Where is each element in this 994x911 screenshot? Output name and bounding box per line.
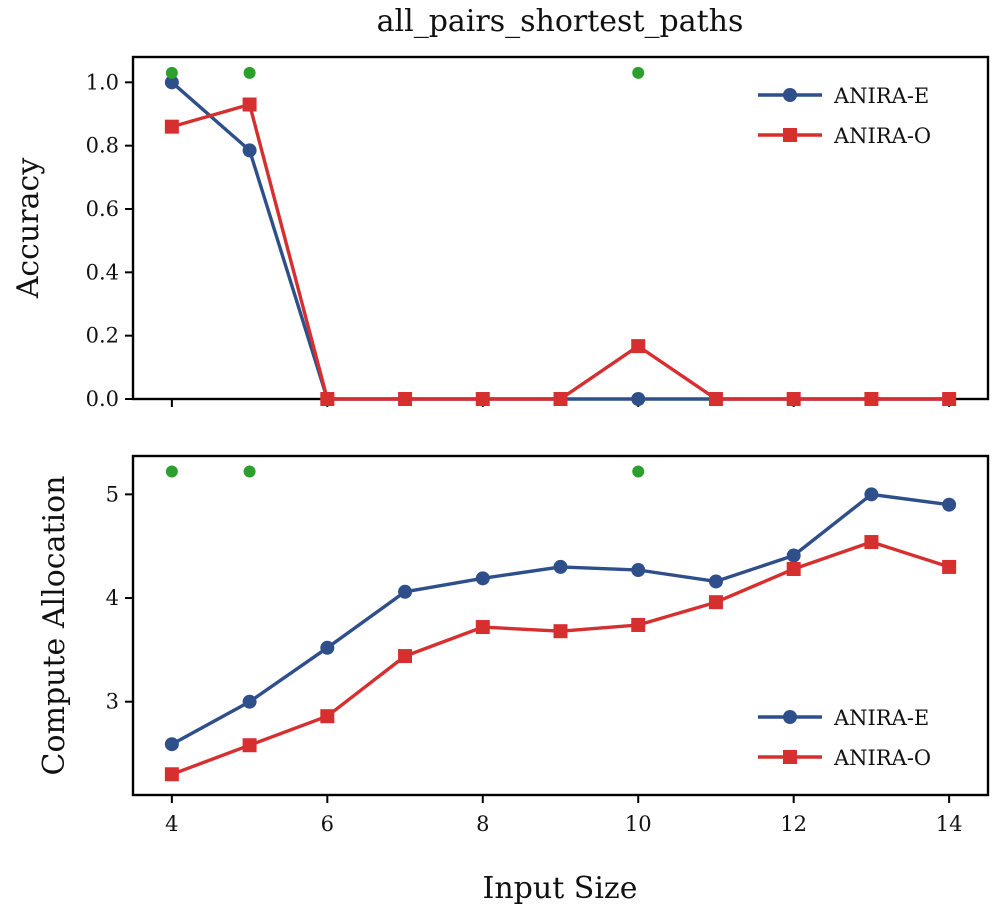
data-point-anira-e [631,392,646,406]
data-point-anira-o [864,535,879,550]
data-point-anira-e [242,143,257,158]
x-axis-label: Input Size [483,871,638,906]
data-point-anira-o [242,738,257,753]
data-point-anira-o [398,649,413,664]
x-tick-label: 12 [780,812,807,836]
data-point-anira-e [708,574,723,589]
y-tick-label: 0.8 [86,134,119,158]
legend-entry: ANIRA-O [758,124,931,148]
legend-marker [783,88,797,102]
data-point-anira-e [320,640,335,655]
data-point-anira-o [320,392,335,406]
highlight-dot [165,66,178,79]
data-point-anira-o [942,559,957,574]
legend-entry: ANIRA-E [758,84,929,108]
y-tick-label: 1.0 [86,70,119,94]
data-point-anira-o [320,709,335,724]
highlight-dot [243,66,256,79]
x-tick-label: 4 [165,812,178,836]
highlight-dot [632,66,645,79]
legend-label: ANIRA-E [833,706,929,730]
legend-entry: ANIRA-E [758,706,929,730]
y-tick-label: 5 [106,482,119,506]
data-point-anira-o [786,562,801,576]
data-point-anira-o [708,392,723,406]
legend-label: ANIRA-E [833,84,929,108]
highlight-dot [243,465,256,478]
chart-title: all_pairs_shortest_paths [377,4,744,39]
data-point-anira-o [631,617,646,632]
y-axis-label: Compute Allocation [37,476,72,776]
axes-frame [131,55,990,401]
axes-frame [131,454,990,797]
legend-marker [783,710,797,724]
y-axis-label: Accuracy [11,158,46,300]
legend-marker [783,750,797,764]
data-point-anira-o [786,392,801,406]
data-point-anira-o [475,392,490,406]
data-point-anira-e [553,559,568,574]
data-point-anira-o [164,767,179,782]
x-tick-label: 8 [476,812,489,836]
data-point-anira-o [475,620,490,635]
data-point-anira-o [553,624,568,639]
series-line-anira-e [171,492,950,746]
data-point-anira-e [631,563,646,578]
highlight-dot [165,465,178,478]
y-tick-label: 4 [106,586,119,610]
data-point-anira-e [942,497,957,512]
data-point-anira-e [398,584,413,599]
y-tick-label: 0.0 [86,387,119,411]
x-tick-label: 6 [321,812,334,836]
y-tick-label: 0.2 [86,324,119,348]
data-point-anira-e [164,75,179,90]
data-point-anira-e [864,487,879,502]
data-point-anira-o [553,392,568,406]
legend-label: ANIRA-O [833,746,931,770]
data-point-anira-e [164,737,179,752]
y-tick-label: 3 [106,690,119,714]
y-tick-label: 0.4 [86,260,119,284]
data-point-anira-e [475,571,490,586]
data-point-anira-o [631,339,646,354]
data-point-anira-o [164,119,179,134]
data-point-anira-o [864,392,879,406]
data-point-anira-o [942,392,957,406]
legend-marker [783,128,797,142]
legend-label: ANIRA-O [833,124,931,148]
legend-entry: ANIRA-O [758,746,931,770]
compute-panel: 4 6 8 10 12 14 3 4 5 Compute Allocation ANIRA-E ANI… [37,454,990,836]
y-tick-label: 0.6 [86,197,119,221]
x-tick-label: 10 [625,812,652,836]
highlight-dot [632,465,645,478]
series-line-anira-o [171,540,950,776]
x-tick-label: 14 [936,812,963,836]
data-point-anira-e [242,694,257,709]
data-point-anira-o [708,595,723,610]
series-line-anira-e [170,81,950,401]
data-point-anira-o [398,392,413,406]
data-point-anira-o [242,97,257,112]
series-line-anira-o [171,102,950,401]
data-point-anira-e [786,548,801,563]
accuracy-panel: 0.0 0.2 0.4 0.6 0.8 1.0 Accuracy ANIRA-E ANIRA-O [11,55,990,411]
